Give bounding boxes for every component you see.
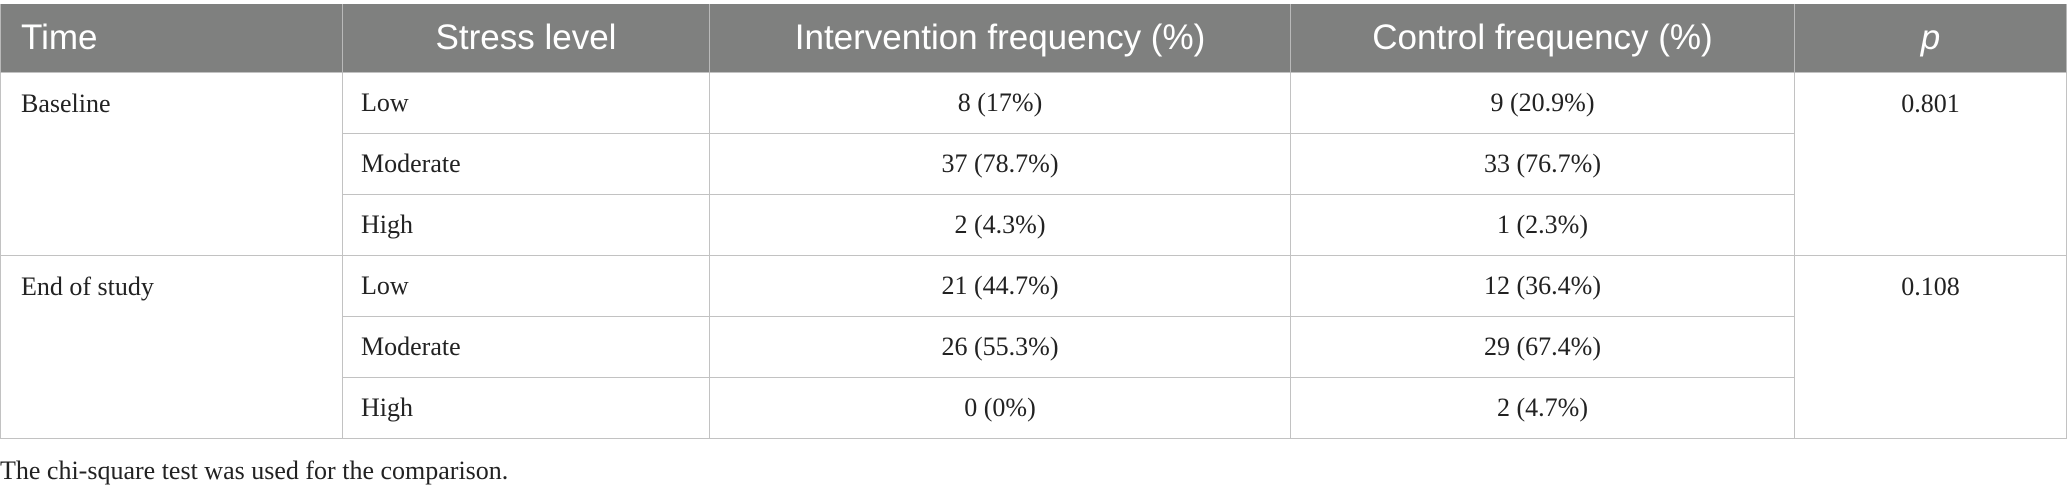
- header-stress-level: Stress level: [342, 4, 710, 73]
- table-row: High 0 (0%) 2 (4.7%): [1, 377, 2067, 439]
- p-value-cell-baseline: 0.801: [1794, 72, 2067, 256]
- header-intervention-frequency: Intervention frequency (%): [709, 4, 1291, 73]
- control-frequency-cell: 33 (76.7%): [1290, 133, 1795, 195]
- control-frequency-cell: 29 (67.4%): [1290, 316, 1795, 378]
- control-frequency-cell: 1 (2.3%): [1290, 194, 1795, 256]
- stress-level-cell: Moderate: [342, 133, 710, 195]
- table-row: End of study Low 21 (44.7%) 12 (36.4%) 0…: [0, 255, 2067, 439]
- control-frequency-cell: 9 (20.9%): [1290, 72, 1795, 134]
- p-value-cell-end-of-study: 0.108: [1794, 255, 2067, 439]
- stress-level-table: Time Stress level Intervention frequency…: [0, 4, 2067, 439]
- stress-level-cell: Moderate: [342, 316, 710, 378]
- header-time: Time: [0, 4, 343, 73]
- stress-level-cell: Low: [342, 72, 710, 134]
- stress-level-cell: Low: [342, 255, 710, 317]
- intervention-frequency-cell: 0 (0%): [709, 377, 1291, 439]
- table-header: Time Stress level Intervention frequency…: [0, 4, 2067, 73]
- intervention-frequency-cell: 26 (55.3%): [709, 316, 1291, 378]
- control-frequency-cell: 12 (36.4%): [1290, 255, 1795, 317]
- intervention-frequency-cell: 2 (4.3%): [709, 194, 1291, 256]
- intervention-frequency-cell: 21 (44.7%): [709, 255, 1291, 317]
- time-cell-end-of-study: End of study: [0, 255, 343, 439]
- intervention-frequency-cell: 8 (17%): [709, 72, 1291, 134]
- intervention-frequency-cell: 37 (78.7%): [709, 133, 1291, 195]
- stress-level-cell: High: [342, 377, 710, 439]
- header-control-frequency: Control frequency (%): [1290, 4, 1795, 73]
- table-footnote: The chi-square test was used for the com…: [0, 456, 509, 485]
- control-frequency-cell: 2 (4.7%): [1290, 377, 1795, 439]
- table-body: Baseline Low 8 (17%) 9 (20.9%) 0.801 Mod…: [0, 72, 2067, 439]
- stress-level-table-container: Time Stress level Intervention frequency…: [0, 4, 2067, 439]
- header-row: Time Stress level Intervention frequency…: [0, 4, 2067, 73]
- table-row: Baseline Low 8 (17%) 9 (20.9%) 0.801: [0, 72, 2067, 256]
- time-cell-baseline: Baseline: [0, 72, 343, 256]
- table-row: Moderate 26 (55.3%) 29 (67.4%): [1, 316, 2067, 378]
- stress-level-cell: High: [342, 194, 710, 256]
- header-p-value: p: [1794, 4, 2067, 73]
- table-row: Moderate 37 (78.7%) 33 (76.7%): [1, 133, 2067, 195]
